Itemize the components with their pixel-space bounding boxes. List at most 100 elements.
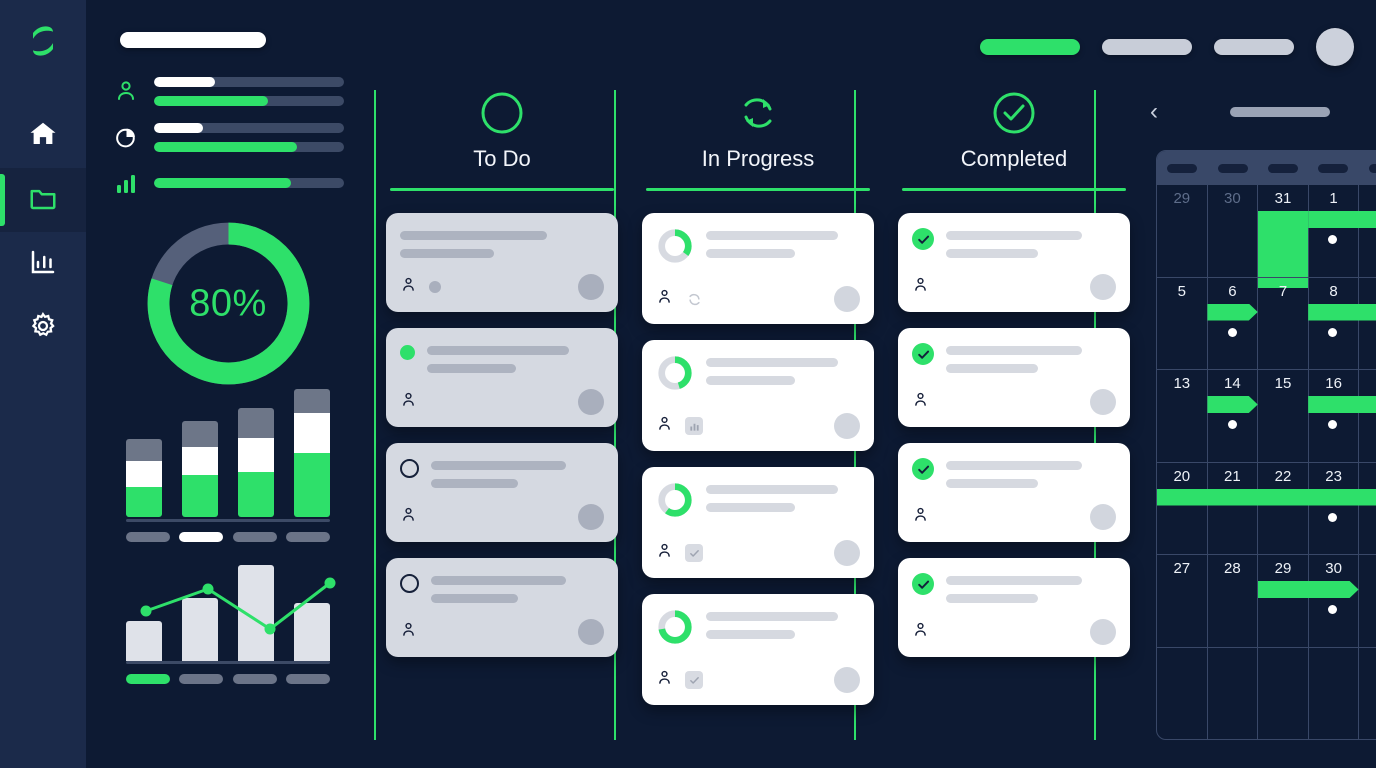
calendar-event-bar[interactable] — [1258, 581, 1359, 598]
day-number: 2 — [1359, 190, 1376, 207]
calendar-day-cell[interactable]: 21 — [1206, 462, 1258, 554]
calendar-day-cell[interactable]: 1 — [1307, 185, 1359, 277]
calendar-event-bar[interactable] — [1207, 396, 1257, 413]
calendar-day-cell[interactable]: 29 — [1157, 185, 1207, 277]
calendar-day-cell[interactable]: 15 — [1257, 370, 1308, 462]
task-card[interactable] — [386, 328, 618, 440]
calendar-event-dot — [1227, 420, 1237, 429]
calendar-day-cell[interactable] — [1257, 647, 1308, 739]
calendar-day-cell[interactable] — [1358, 647, 1376, 739]
secondary-action-pill[interactable] — [1102, 39, 1192, 55]
sidebar-item-settings[interactable] — [0, 296, 86, 360]
calendar-day-cell[interactable]: 23 — [1307, 462, 1359, 554]
primary-action-pill[interactable] — [980, 39, 1080, 55]
calendar-day-cell[interactable]: 30 — [1307, 555, 1359, 647]
calendar-day-cell[interactable]: 8 — [1307, 277, 1359, 369]
calendar-day-cell[interactable]: 5 — [1157, 278, 1207, 370]
calendar-day-cell[interactable]: 28 — [1206, 555, 1258, 647]
avatar — [1090, 619, 1116, 645]
task-card[interactable] — [642, 467, 874, 578]
task-card[interactable] — [386, 558, 618, 670]
tertiary-action-pill[interactable] — [1214, 39, 1294, 55]
day-number: 13 — [1173, 375, 1191, 392]
calendar-grid: 29 30 31 1 2 5 6 7 8 9 — [1156, 150, 1376, 740]
weekday-placeholder — [1217, 163, 1248, 173]
calendar-event-bar[interactable] — [1308, 211, 1376, 228]
stat-bar-track — [154, 141, 344, 152]
donut-value-label: 80% — [189, 282, 267, 324]
calendar-day-cell[interactable]: 31 — [1257, 185, 1308, 277]
calendar-event-bar[interactable] — [1257, 211, 1309, 288]
assignee-icon — [912, 620, 929, 644]
calendar-event-bar[interactable] — [1157, 489, 1376, 506]
chevron-left-icon[interactable]: ‹ — [1150, 98, 1158, 125]
calendar-event-dot — [1328, 420, 1338, 429]
board-column-in-progress: In Progress — [638, 88, 878, 768]
calendar-day-cell[interactable]: 22 — [1257, 462, 1308, 554]
analytics-panel: 80% — [86, 0, 368, 768]
day-number: 16 — [1325, 375, 1342, 392]
calendar-day-cell[interactable]: 14 — [1206, 370, 1258, 462]
calendar-day-cell[interactable]: 6 — [1206, 277, 1258, 369]
task-card[interactable] — [898, 558, 1130, 657]
sync-logo-icon[interactable] — [20, 18, 66, 64]
completion-donut-chart: 80% — [112, 216, 344, 391]
legend-item — [126, 674, 170, 684]
day-number: 23 — [1325, 467, 1342, 485]
calendar-day-cell[interactable]: 7 — [1257, 277, 1308, 369]
stacked-bar-chart — [112, 389, 344, 542]
sidebar-item-projects[interactable] — [0, 168, 86, 232]
progress-ring-icon — [656, 227, 694, 270]
calendar-month-placeholder — [1230, 107, 1330, 117]
legend-item — [232, 532, 277, 542]
calendar-day-cell[interactable]: 20 — [1157, 463, 1207, 555]
calendar-day-cell[interactable]: 2 — [1358, 185, 1376, 277]
calendar-week-row: 27 28 29 30 — [1157, 554, 1376, 647]
task-card[interactable] — [898, 213, 1130, 312]
legend-item — [126, 532, 170, 542]
calendar-day-cell[interactable] — [1358, 555, 1376, 647]
calendar-week-row: 13 14 15 16 17 — [1157, 369, 1376, 462]
calendar-day-cell[interactable] — [1157, 648, 1207, 740]
status-dot — [429, 281, 441, 293]
day-number: 31 — [1274, 190, 1292, 207]
calendar-event-bar[interactable] — [1207, 304, 1257, 321]
calendar-event-bar[interactable] — [1308, 304, 1376, 321]
calendar-day-cell[interactable]: 17 — [1358, 370, 1376, 462]
calendar-event-dot — [1328, 327, 1338, 337]
sidebar-item-analytics[interactable] — [0, 232, 86, 296]
task-card[interactable] — [642, 213, 874, 324]
chart-bar — [294, 603, 330, 661]
calendar-week-row — [1157, 646, 1376, 740]
calendar-day-cell[interactable]: 13 — [1157, 370, 1207, 462]
day-number: 29 — [1173, 190, 1191, 207]
calendar-day-cell[interactable]: 24 — [1358, 462, 1376, 554]
sidebar-item-home[interactable] — [0, 104, 86, 168]
calendar-event-bar[interactable] — [1308, 396, 1376, 413]
calendar-day-cell[interactable]: 29 — [1257, 555, 1308, 647]
calendar-day-cell[interactable]: 16 — [1307, 370, 1359, 462]
chart-bar — [238, 565, 274, 661]
task-card[interactable] — [386, 213, 618, 325]
calendar-day-cell[interactable] — [1206, 647, 1258, 739]
day-number: 17 — [1359, 375, 1376, 392]
task-card[interactable] — [642, 340, 874, 451]
avatar — [578, 619, 604, 645]
calendar-day-cell[interactable]: 30 — [1206, 185, 1258, 277]
assignee-icon — [912, 505, 929, 529]
weekday-placeholder — [1167, 163, 1198, 173]
legend-item — [285, 532, 330, 542]
avatar[interactable] — [1316, 28, 1354, 66]
task-card[interactable] — [642, 594, 874, 705]
calendar-day-cell[interactable]: 27 — [1157, 555, 1207, 647]
task-card[interactable] — [898, 328, 1130, 427]
task-card[interactable] — [386, 443, 618, 555]
day-number: 15 — [1274, 375, 1292, 392]
calendar-day-cell[interactable]: 9 — [1358, 277, 1376, 369]
calendar-day-cell[interactable] — [1307, 647, 1359, 739]
assignee-icon — [656, 414, 673, 438]
calendar-event-dot — [1328, 605, 1338, 614]
avatar — [1090, 504, 1116, 530]
task-card[interactable] — [898, 443, 1130, 542]
day-number: 24 — [1359, 468, 1376, 485]
